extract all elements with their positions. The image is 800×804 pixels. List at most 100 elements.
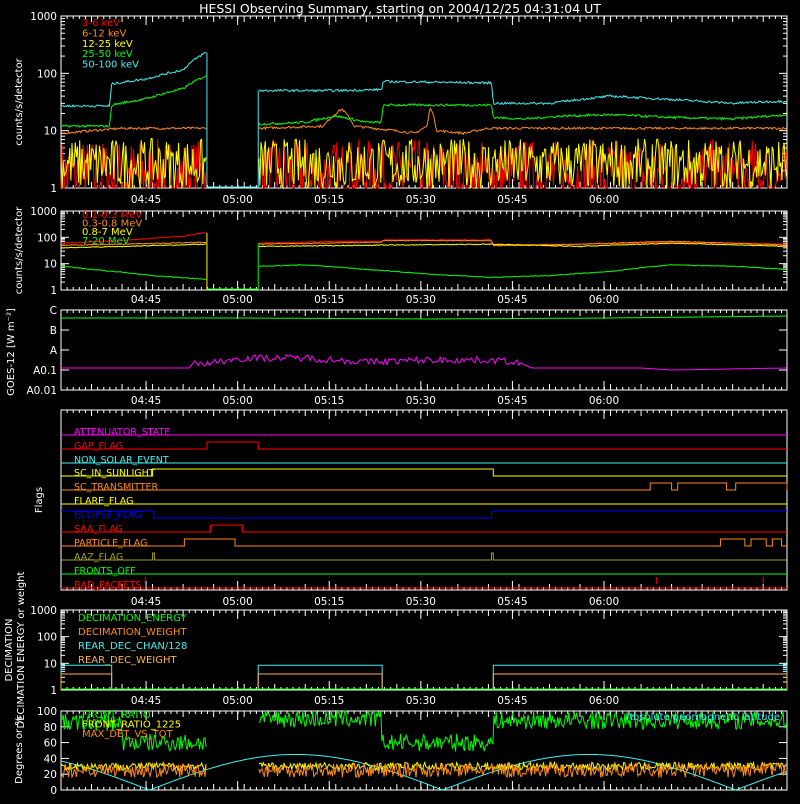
legend-entry: MAX_DET_VS_TOT (82, 729, 174, 740)
time-tick-label: 05:30 (406, 294, 436, 306)
flag-label: SAA_FLAG (74, 524, 123, 535)
series-line (60, 242, 787, 249)
legend-entry: 6-12 keV (82, 28, 126, 39)
y-tick-label: C (50, 305, 57, 317)
legend-entry: 7-20 MeV (82, 236, 130, 247)
legend-entry: 3-6 keV (82, 18, 120, 29)
y-tick-label: 80 (44, 722, 57, 734)
y-tick-label: A (50, 345, 58, 357)
legend-entry: FRONT_RATIO_1225 (82, 720, 181, 731)
goes-y-label: GOES-12 [W m⁻²] (6, 308, 17, 396)
time-tick-label: 05:15 (314, 194, 344, 206)
y-tick-label: A0.1 (33, 365, 57, 377)
panel-goes-frame (60, 309, 788, 391)
series-line (60, 137, 787, 190)
y-tick-label: 10 (44, 658, 57, 670)
figure-title: HESSI Observing Summary, starting on 200… (199, 1, 601, 16)
decimation-y-label: DECIMATION ENERGY or weight (16, 571, 27, 728)
series-line (60, 74, 787, 128)
flag-line (61, 510, 787, 519)
time-tick-label: 05:00 (223, 294, 253, 306)
panel-decimation-frame (60, 609, 788, 691)
legend-entry: 25-50 keV (82, 49, 133, 60)
flag-line (61, 552, 787, 561)
y-tick-label: 1000 (30, 605, 57, 617)
legend-entry: REAR_DEC_CHAN/128 (78, 641, 187, 652)
flag-line (61, 441, 787, 450)
legend-entry: DECIMATION_ENERGY (78, 613, 187, 624)
geomagnetic-latitude-line (60, 754, 787, 791)
time-tick-label: 06:00 (589, 596, 619, 608)
flag-line (61, 524, 787, 533)
high-energy-y-label: counts/s/detector (14, 206, 25, 294)
legend-entry: DECIMATION_WEIGHT (78, 627, 187, 638)
panel-flags-frame (60, 409, 788, 591)
flag-line (61, 468, 787, 477)
legend-entry: REAR_DEC_WEIGHT (78, 655, 177, 666)
time-tick-label: 05:30 (406, 194, 436, 206)
time-tick-label: 04:45 (131, 294, 161, 306)
time-tick-label: 05:15 (314, 695, 344, 707)
panel-low-energy-frame (60, 15, 788, 189)
time-tick-label: 05:45 (497, 294, 527, 306)
flag-line (61, 482, 788, 491)
flag-label: ATTENUATOR_STATE (74, 427, 170, 438)
rear-dec-weight-line (60, 673, 788, 690)
flag-label: SC_IN_SUNLIGHT (74, 468, 155, 479)
flag-label: FRONTS_OFF (74, 566, 136, 577)
time-tick-label: 04:45 (131, 194, 161, 206)
front-ratio-line (60, 709, 787, 752)
goes-series-line (61, 315, 787, 320)
time-tick-label: 05:45 (497, 395, 527, 407)
flag-label: BAD_PACKETS (74, 580, 141, 591)
max-det-vs-tot-line (60, 761, 787, 779)
flag-label: SC_TRANSMITTER (74, 482, 159, 493)
time-tick-label: 05:45 (497, 695, 527, 707)
flag-label: ECLIPSE_FLAG (74, 510, 142, 521)
time-tick-label: 06:00 (589, 395, 619, 407)
legend-entry: 12-25 keV (82, 39, 133, 50)
geomagnetic-latitude-label: Absolute geomagnetic latitude (626, 712, 780, 723)
time-tick-label: 05:00 (223, 596, 253, 608)
time-tick-label: 06:00 (589, 194, 619, 206)
series-line (60, 264, 787, 281)
time-tick-label: 05:00 (223, 695, 253, 707)
flag-label: GAP_FLAG (74, 441, 123, 452)
time-tick-label: 05:15 (314, 596, 344, 608)
series-line (60, 107, 787, 136)
panel-high-energy-frame (60, 210, 788, 291)
time-tick-label: 05:00 (223, 395, 253, 407)
rear-dec-chan-line (60, 664, 788, 690)
decimation-y-label-1: DECIMATION (4, 618, 15, 681)
goes-series-line (61, 353, 787, 371)
y-tick-label: 0 (50, 785, 57, 797)
ratio-y-label: Degrees or % (14, 716, 25, 784)
legend-entry: 0.3-0.8 MeV (82, 219, 142, 230)
low-energy-y-label: counts/s/detector (14, 57, 25, 145)
y-tick-label: 10 (44, 126, 57, 138)
flag-label: PARTICLE_FLAG (74, 538, 147, 549)
time-tick-label: 05:00 (223, 194, 253, 206)
time-tick-label: 05:15 (314, 395, 344, 407)
y-tick-label: 1 (50, 285, 57, 297)
y-tick-label: 40 (44, 753, 57, 765)
y-tick-label: 20 (44, 769, 57, 781)
series-line (60, 51, 787, 108)
time-tick-label: 04:45 (131, 395, 161, 407)
time-tick-label: 05:30 (406, 395, 436, 407)
time-tick-label: 04:45 (131, 596, 161, 608)
y-tick-label: 100 (37, 68, 57, 80)
flag-label: AAZ_FLAG (74, 552, 123, 563)
time-tick-label: 05:30 (406, 596, 436, 608)
legend-entry: 0.8-7 MeV (82, 227, 133, 238)
time-tick-label: 05:45 (497, 194, 527, 206)
y-tick-label: B (50, 325, 57, 337)
time-tick-label: 05:15 (314, 294, 344, 306)
y-tick-label: 100 (37, 706, 57, 718)
legend-entry: 0.1-0.3 MeV (82, 210, 142, 221)
y-tick-label: 10 (44, 259, 57, 271)
time-tick-label: 06:00 (589, 695, 619, 707)
y-tick-label: 1000 (30, 206, 57, 218)
